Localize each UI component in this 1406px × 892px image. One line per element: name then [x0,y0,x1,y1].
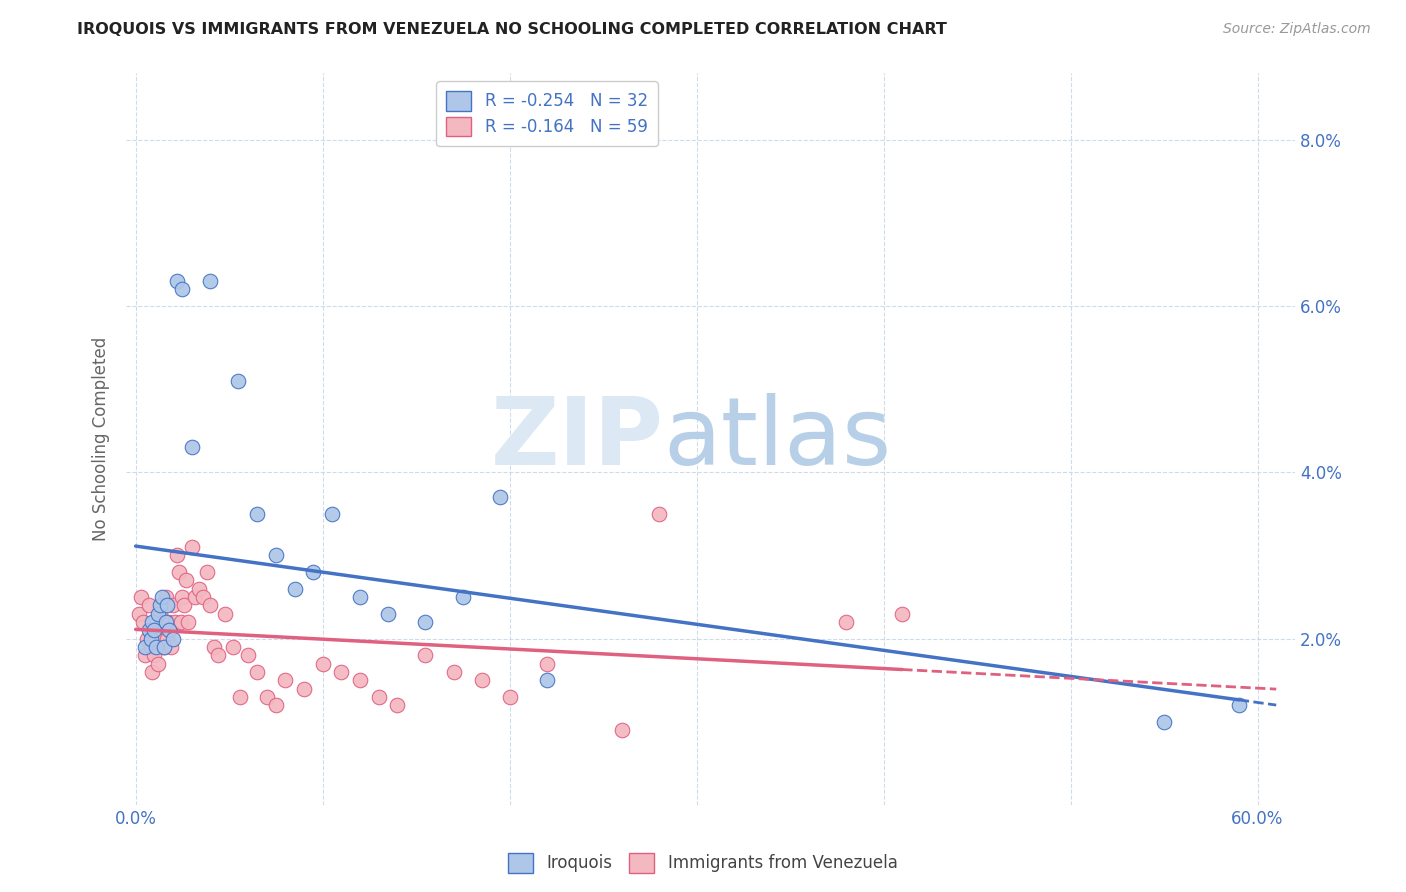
Point [349,590,371,604]
Text: ZIP: ZIP [491,393,664,485]
Point [134,648,156,663]
Point [156,632,179,646]
Point [146,657,169,671]
Point [648,507,671,521]
Point [141,615,163,629]
Point [246,507,269,521]
Point [471,673,494,688]
Point [498,690,520,704]
Point [150,590,173,604]
Point [228,374,250,388]
Point [146,607,169,621]
Point [256,690,278,704]
Point [536,657,558,671]
Legend: R = -0.254   N = 32, R = -0.164   N = 59: R = -0.254 N = 32, R = -0.164 N = 59 [436,81,658,146]
Point [191,590,214,604]
Point [155,615,177,629]
Point [415,648,437,663]
Point [145,640,167,654]
Point [138,624,160,638]
Point [610,723,633,738]
Point [415,615,437,629]
Point [155,590,177,604]
Point [172,282,194,296]
Point [835,615,858,629]
Point [129,590,152,604]
Point [173,599,195,613]
Point [152,640,174,654]
Point [152,640,174,654]
Point [138,599,160,613]
Point [229,690,252,704]
Point [443,665,465,679]
Point [143,624,166,638]
Point [188,582,211,596]
Point [246,665,269,679]
Point [162,599,184,613]
Point [166,274,188,288]
Point [302,565,325,579]
Point [180,540,202,554]
Point [162,632,184,646]
Point [236,648,259,663]
Point [292,681,315,696]
Point [149,607,172,621]
Point [214,607,236,621]
Point [207,648,229,663]
Point [157,615,180,629]
Point [156,599,179,613]
Point [160,640,183,654]
Point [377,607,399,621]
Point [143,648,166,663]
Point [330,665,353,679]
Point [143,624,166,638]
Point [200,274,222,288]
Point [135,632,157,646]
Point [166,549,188,563]
Point [349,673,371,688]
Text: atlas: atlas [664,393,893,485]
Y-axis label: No Schooling Completed: No Schooling Completed [93,337,110,541]
Point [1153,714,1175,729]
Point [149,599,172,613]
Point [134,640,156,654]
Point [167,565,190,579]
Point [180,441,202,455]
Point [264,549,287,563]
Text: Source: ZipAtlas.com: Source: ZipAtlas.com [1223,22,1371,37]
Point [536,673,558,688]
Point [274,673,297,688]
Point [264,698,287,713]
Point [200,599,222,613]
Text: IROQUOIS VS IMMIGRANTS FROM VENEZUELA NO SCHOOLING COMPLETED CORRELATION CHART: IROQUOIS VS IMMIGRANTS FROM VENEZUELA NO… [77,22,948,37]
Point [177,615,200,629]
Point [150,615,173,629]
Point [891,607,914,621]
Point [311,657,333,671]
Point [174,574,197,588]
Point [139,640,162,654]
Point [1227,698,1250,713]
Point [489,490,512,504]
Point [222,640,245,654]
Point [321,507,343,521]
Point [141,665,163,679]
Point [451,590,474,604]
Point [202,640,225,654]
Point [132,615,155,629]
Point [169,615,191,629]
Point [184,590,207,604]
Point [139,632,162,646]
Legend: Iroquois, Immigrants from Venezuela: Iroquois, Immigrants from Venezuela [502,847,904,880]
Point [367,690,389,704]
Point [284,582,307,596]
Point [128,607,150,621]
Point [145,632,167,646]
Point [157,624,180,638]
Point [195,565,218,579]
Point [387,698,409,713]
Point [163,615,186,629]
Point [172,590,194,604]
